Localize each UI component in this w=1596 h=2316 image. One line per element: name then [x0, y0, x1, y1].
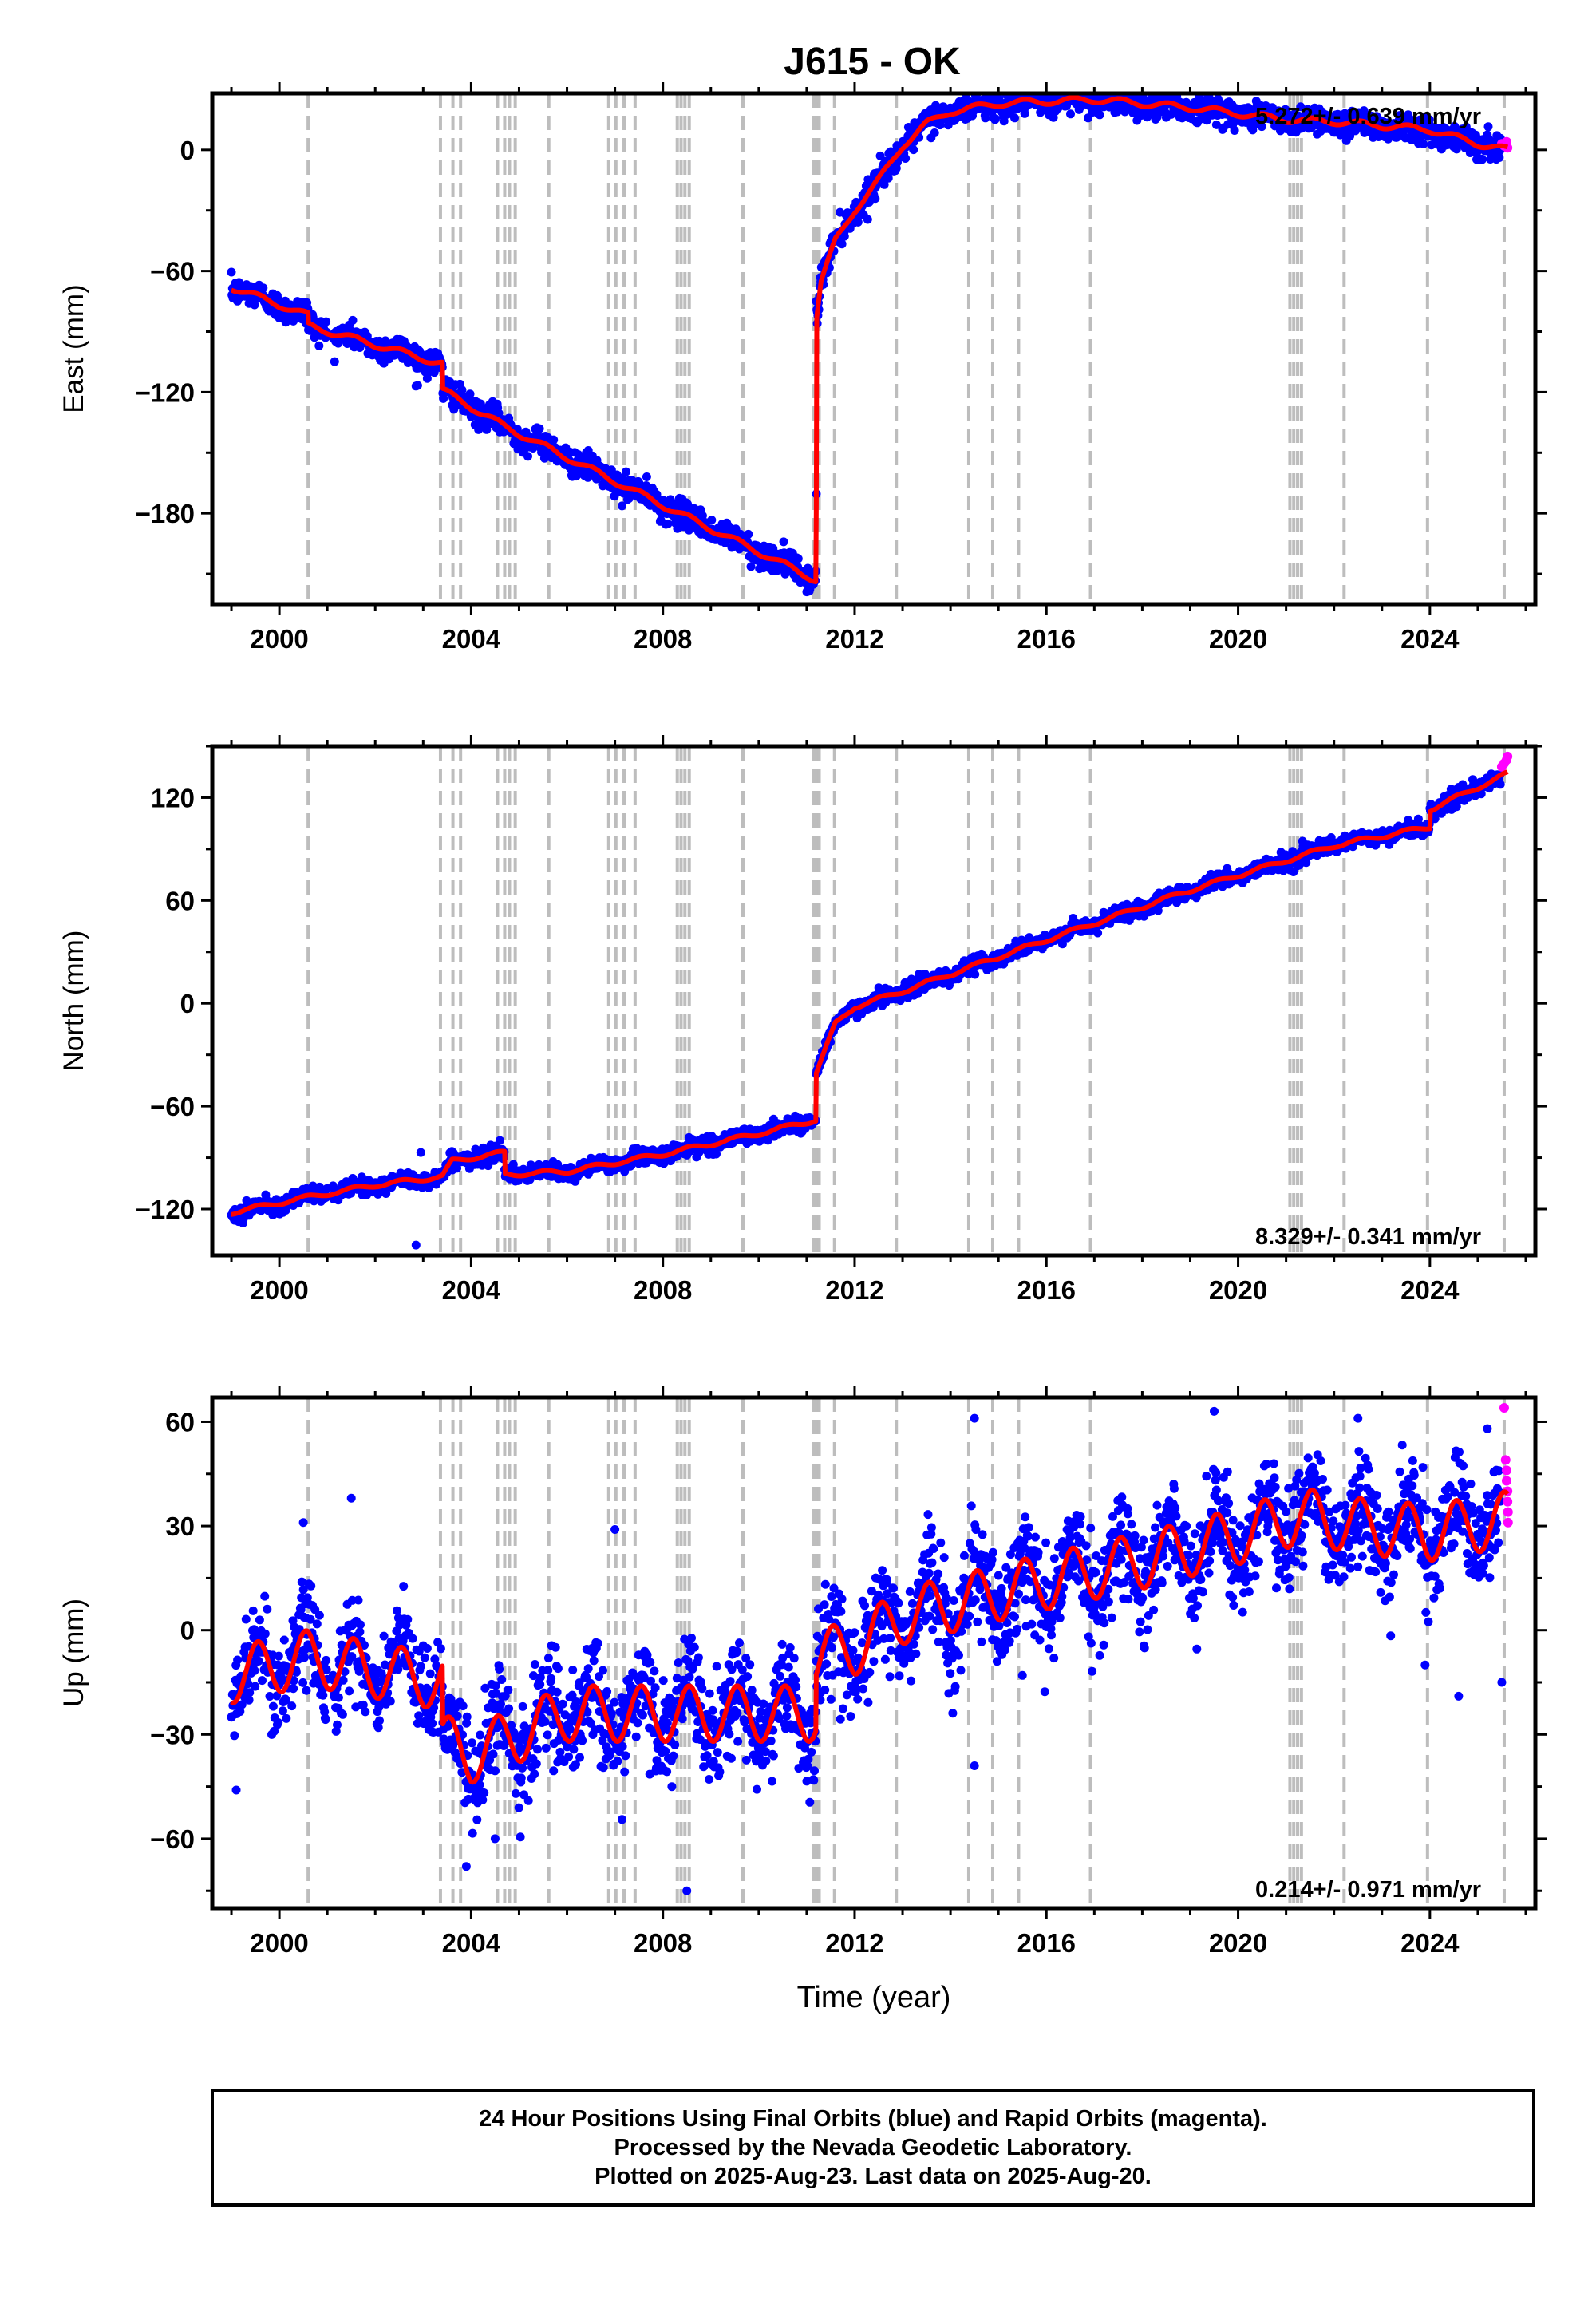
east-y-axis: 0 −60 −120 −180 [136, 136, 1547, 575]
east-point [1419, 140, 1428, 148]
east-point [1108, 81, 1116, 90]
north-point [381, 1189, 391, 1198]
east-point [618, 501, 626, 511]
north-final-orbit-points [227, 769, 1505, 1250]
east-point [622, 467, 630, 476]
east-x-tick-label: 2016 [1017, 624, 1076, 654]
north-point [1093, 928, 1103, 938]
east-point [1009, 83, 1018, 92]
east-point [930, 128, 939, 137]
east-point [1424, 115, 1434, 124]
east-point [250, 300, 259, 310]
east-point [863, 215, 872, 224]
east-point [348, 315, 358, 325]
east-point [1478, 155, 1487, 164]
east-x-tick-label: 2008 [634, 624, 692, 654]
east-point [879, 180, 889, 189]
east-velocity-label: 5.272+/- 0.639 mm/yr [1255, 104, 1481, 129]
east-point [494, 409, 504, 418]
east-point [1095, 110, 1104, 120]
east-point [1296, 102, 1306, 112]
east-point [1019, 81, 1028, 89]
east-point [744, 529, 753, 539]
east-point [663, 519, 673, 528]
east-plot-frame [210, 91, 1538, 607]
east-point [909, 145, 918, 155]
east-point [1132, 78, 1141, 87]
east-y-tick-label: −180 [136, 499, 195, 528]
east-point [1427, 140, 1436, 150]
east-point [1230, 126, 1239, 135]
east-point [1010, 113, 1019, 123]
east-point [1483, 122, 1493, 132]
east-point [314, 341, 324, 350]
east-point [457, 385, 467, 395]
east-point [274, 294, 283, 304]
east-point [439, 393, 448, 403]
east-point [999, 117, 1009, 126]
east-point [1025, 81, 1033, 89]
east-point [871, 194, 880, 204]
east-point [1452, 144, 1461, 154]
east-point [931, 101, 940, 110]
east-point [465, 389, 475, 399]
north-point [970, 970, 980, 979]
east-point [1063, 82, 1072, 91]
east-point [883, 173, 893, 183]
east-point [330, 357, 339, 366]
east-point [482, 425, 492, 434]
east-point [875, 151, 885, 160]
east-point [746, 562, 756, 571]
east-y-tick-label: −120 [136, 377, 195, 407]
east-point [839, 231, 849, 241]
east-point [1026, 80, 1035, 89]
east-point [853, 217, 863, 227]
east-point [1257, 122, 1266, 132]
east-y-axis-label: East (mm) [58, 284, 89, 413]
east-point [281, 318, 290, 327]
east-panel: 2000 2004 2008 2012 2016 2020 2024 0 −60 −120 −180… [58, 78, 1547, 654]
east-model-line [229, 94, 1510, 585]
east-point [793, 554, 803, 563]
east-point [642, 472, 651, 481]
east-x-tick-label: 2012 [825, 624, 883, 654]
east-point [259, 283, 268, 293]
east-x-tick-label: 2000 [250, 624, 308, 654]
east-point [1013, 104, 1022, 113]
east-outlier-point [411, 381, 421, 391]
figure-title: J615 - OK [784, 41, 961, 83]
east-x-axis: 2000 2004 2008 2012 2016 2020 2024 [230, 82, 1527, 654]
east-point [535, 424, 544, 433]
east-point [837, 239, 847, 249]
east-point [523, 452, 532, 461]
north-panel: 2000 2004 2008 2012 2016 2020 2024120600−60−12… [58, 735, 1547, 1305]
east-point [549, 435, 559, 445]
east-point [707, 516, 717, 525]
east-point [981, 113, 990, 123]
east-y-tick-label: 0 [180, 136, 195, 165]
east-point [779, 537, 788, 547]
east-x-tick-label: 2020 [1209, 624, 1267, 654]
east-point [901, 154, 911, 163]
east-point [1062, 101, 1071, 111]
east-final-orbit-points [227, 78, 1505, 597]
east-y-tick-label: −60 [150, 257, 195, 287]
east-point [227, 267, 236, 277]
east-x-tick-label: 2004 [442, 624, 501, 654]
east-point [322, 317, 331, 326]
east-point [991, 114, 1000, 124]
east-point [1066, 109, 1075, 119]
east-point [1211, 120, 1221, 129]
east-point [1028, 84, 1037, 93]
east-point [1495, 153, 1504, 162]
east-x-tick-label: 2024 [1400, 624, 1460, 654]
east-point [1020, 109, 1029, 118]
east-event-lines [306, 93, 1506, 604]
east-point [697, 511, 707, 520]
